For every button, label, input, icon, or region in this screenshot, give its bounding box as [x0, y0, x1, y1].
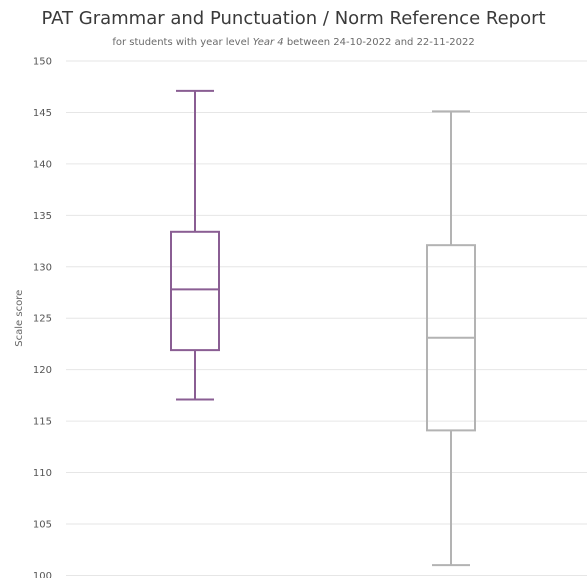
- subtitle-and: and: [391, 37, 417, 48]
- subtitle-end-date: 22-11-2022: [416, 37, 475, 48]
- y-tick-label-105: 105: [33, 520, 52, 531]
- y-tick-label-115: 115: [33, 417, 52, 428]
- box-series: [170, 89, 476, 567]
- gridlines: [66, 60, 587, 576]
- box-1: [170, 89, 220, 401]
- box-2: [426, 110, 476, 567]
- y-tick-label-130: 130: [33, 262, 52, 273]
- chart-subtitle: for students with year level Year 4 betw…: [0, 37, 587, 48]
- subtitle-start-date: 24-10-2022: [333, 37, 392, 48]
- chart-title: PAT Grammar and Punctuation / Norm Refer…: [41, 8, 546, 29]
- subtitle-between: between: [283, 37, 334, 48]
- y-tick-label-135: 135: [33, 211, 52, 222]
- subtitle-prefix: for students with year level: [112, 37, 253, 48]
- box-1-iqr: [170, 230, 220, 352]
- y-tick-label-150: 150: [33, 57, 52, 68]
- y-tick-label-140: 140: [33, 159, 52, 170]
- y-tick-label-110: 110: [33, 468, 52, 479]
- y-tick-label-125: 125: [33, 314, 52, 325]
- subtitle-year-level: Year 4: [252, 37, 284, 48]
- y-tick-label-120: 120: [33, 365, 52, 376]
- y-tick-label-100: 100: [33, 571, 52, 578]
- y-axis-label: Scale score: [14, 290, 25, 347]
- y-tick-labels: 100 105 110 115 120 125 130 135 140 145 150: [33, 57, 52, 578]
- y-tick-label-145: 145: [33, 108, 52, 119]
